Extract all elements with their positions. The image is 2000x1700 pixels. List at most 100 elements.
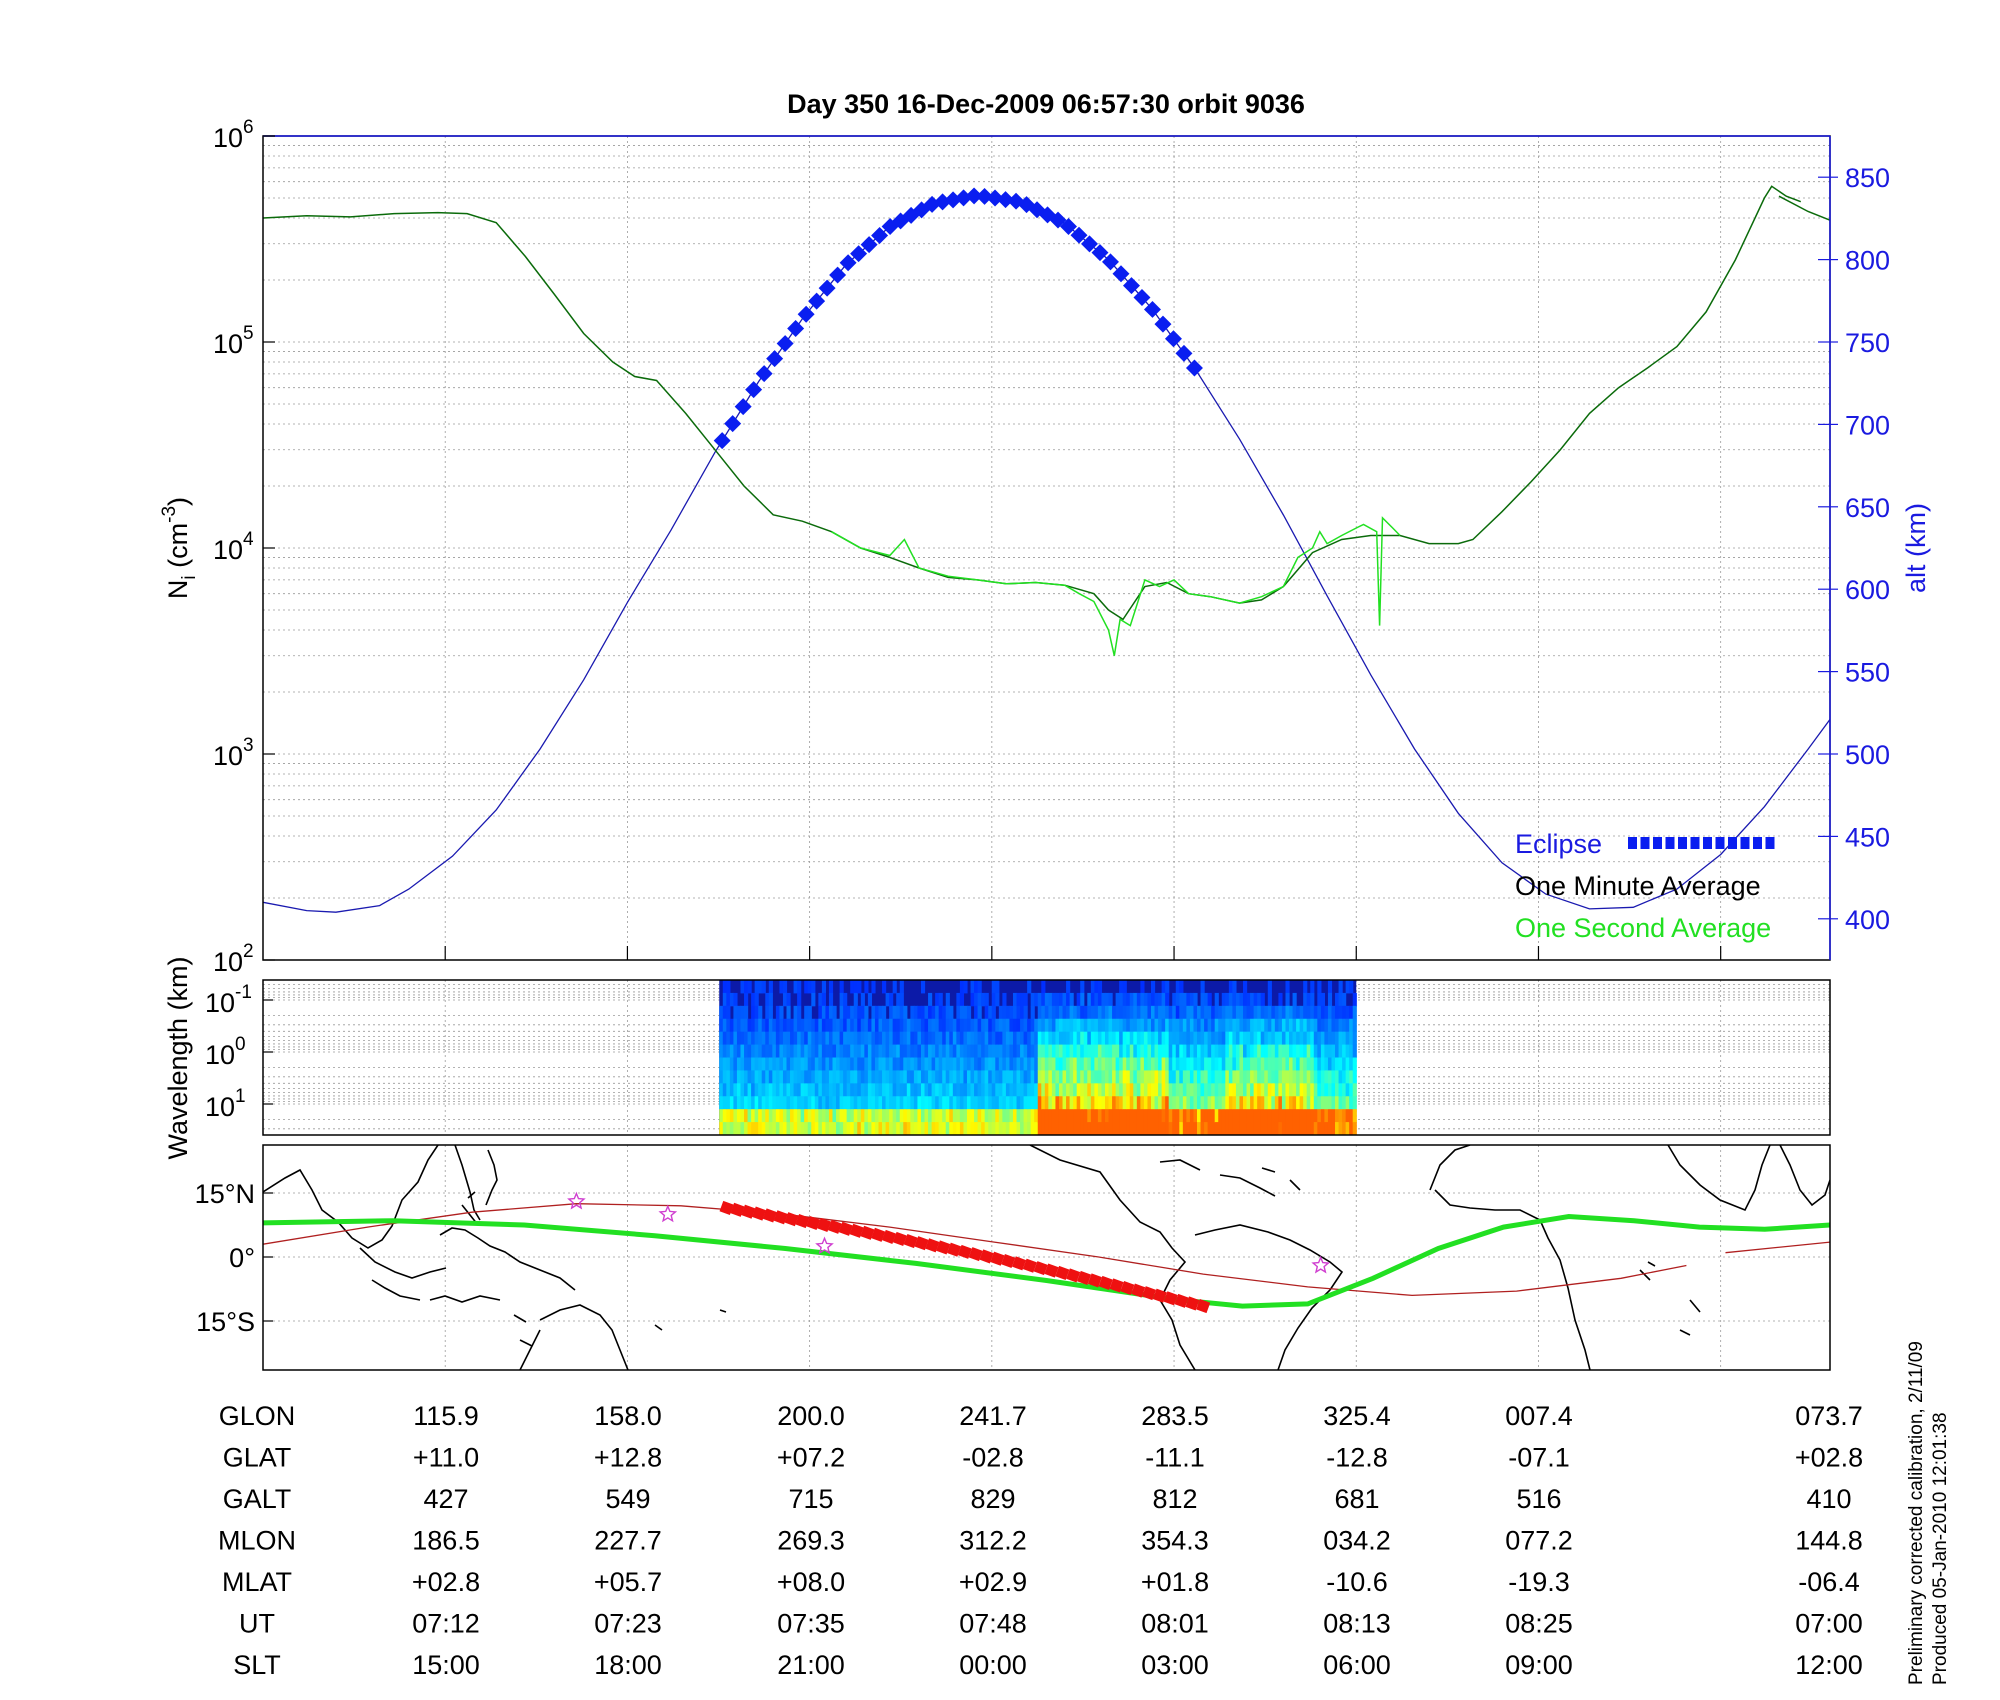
spectrogram-cell (1267, 1005, 1272, 1020)
spectrogram-cell (1338, 1109, 1343, 1123)
spectrogram-cell (1193, 992, 1198, 1007)
spectrogram-cell (871, 1122, 876, 1136)
eclipse-marker (776, 335, 794, 353)
spectrogram-cell (846, 1044, 851, 1058)
spectrogram-cell (1228, 1005, 1233, 1020)
spectrogram-cell (1317, 1031, 1322, 1046)
spectrogram-cell (1020, 1096, 1025, 1110)
table-cell: 283.5 (1141, 1401, 1209, 1431)
spectrogram-cell (988, 1083, 993, 1097)
spectrogram-cell (959, 1096, 965, 1110)
spectrogram-cell (899, 1083, 904, 1097)
spectrogram-cell (1214, 1096, 1219, 1110)
spectrogram-cell (1243, 1109, 1248, 1123)
eclipse-marker (724, 415, 742, 433)
spectrogram-cell (938, 992, 943, 1007)
spectrogram-cell (1150, 1070, 1156, 1084)
spectrogram-cell (1179, 1005, 1184, 1020)
spectrogram-cell (1204, 1044, 1209, 1058)
spectrogram-cell (797, 1031, 802, 1046)
spectrogram-cell (828, 1070, 834, 1084)
spectrogram-cell (850, 1096, 855, 1110)
spectrogram-cell (1250, 992, 1255, 1007)
spectrogram-cell (1200, 1109, 1205, 1123)
spectrogram-cell (1235, 1018, 1241, 1033)
spectrogram-cell (1104, 1018, 1110, 1033)
spectrogram-cell (1335, 1005, 1340, 1020)
table-row-label: UT (239, 1609, 275, 1639)
spectrogram-cell (811, 1057, 816, 1071)
spectrogram-cell (935, 1031, 940, 1046)
spectrogram-cell (1306, 1083, 1311, 1097)
spectrogram-cell (1257, 1122, 1262, 1136)
spectrogram-cell (786, 1122, 791, 1136)
spectrogram-cell (1143, 1083, 1149, 1097)
spectrogram-cell (1129, 1057, 1134, 1071)
coastline-australia (519, 1304, 629, 1370)
spectrogram-cell (1012, 1031, 1018, 1046)
spectrogram-cell (1023, 1057, 1028, 1071)
spectrogram-cell (867, 1109, 873, 1123)
spectrogram-cell (1221, 1044, 1226, 1058)
spectrogram-cell (928, 1044, 933, 1058)
spectrogram-cell (1041, 1018, 1046, 1033)
spectrogram-cell (729, 1057, 735, 1071)
spectrogram-cell (722, 1005, 727, 1020)
spectrogram-cell (1076, 1122, 1081, 1136)
spectrogram-cell (952, 1083, 957, 1097)
spectrogram-cell (1331, 1109, 1336, 1123)
spectrogram-cell (906, 1044, 911, 1058)
spectrogram-cell (853, 1070, 858, 1084)
spectrogram-cell (928, 1057, 933, 1071)
spectrogram-cell (1108, 1044, 1113, 1058)
spectrogram-cell (896, 1018, 901, 1033)
spectrogram-cell (1023, 1122, 1028, 1136)
spectrogram-cell (1104, 1005, 1110, 1020)
spectrogram-cell (754, 1070, 759, 1084)
spectrogram-cell (1165, 1070, 1170, 1084)
table-cell: 186.5 (412, 1526, 480, 1556)
spectrogram-cell (722, 1057, 727, 1071)
spectrogram-cell (775, 1005, 781, 1020)
spectrogram-cell (726, 1044, 731, 1058)
spectrogram-cell (1165, 1057, 1170, 1071)
spectrogram-cell (1324, 1018, 1329, 1033)
spectrogram-cell (797, 1109, 802, 1123)
spectrogram-cell (1108, 1005, 1113, 1020)
spectrogram-cell (1204, 992, 1209, 1007)
spectrogram-cell (1058, 1057, 1064, 1071)
spectrogram-cell (722, 1070, 727, 1084)
spectrogram-cell (1041, 1122, 1046, 1136)
spectrogram-cell (1186, 1122, 1191, 1136)
spectrogram-cell (1066, 1031, 1071, 1046)
spectrogram-cell (1193, 1096, 1198, 1110)
spectrogram-cell (1320, 1018, 1326, 1033)
spectrogram-cell (797, 1096, 802, 1110)
spectrogram-cell (1012, 1005, 1018, 1020)
table-row-label: SLT (233, 1650, 281, 1680)
spectrogram-cell (1274, 1031, 1279, 1046)
spectrogram-cell (1289, 1044, 1294, 1058)
spectrogram-cell (977, 980, 982, 994)
spectrogram-cell (1016, 1083, 1021, 1097)
spectrogram-cell (959, 1083, 965, 1097)
spectrogram-cell (1281, 1031, 1287, 1046)
spectrogram-cell (1200, 1057, 1205, 1071)
spectrogram-cell (726, 1122, 731, 1136)
spectrogram-cell (995, 980, 1000, 994)
spectrogram-cell (1335, 1122, 1340, 1136)
footnote-calibration: Preliminary corrected calibration, 2/11/… (1906, 1341, 1927, 1685)
y-tick-label-right: 800 (1845, 246, 1890, 276)
spectrogram-cell (1076, 1018, 1081, 1033)
spectrogram-cell (1342, 1031, 1347, 1046)
spectrogram-cell (945, 1070, 950, 1084)
spectrogram-cell (1150, 980, 1156, 994)
spectrogram-cell (913, 1096, 919, 1110)
spectrogram-cell (850, 1031, 855, 1046)
spectrogram-cell (945, 1044, 950, 1058)
spectrogram-cell (1076, 1083, 1081, 1097)
spectrogram-cell (754, 980, 759, 994)
spectrogram-cell (1090, 1083, 1095, 1097)
spectrogram-cell (1009, 1018, 1014, 1033)
spectrogram-cell (867, 1083, 873, 1097)
